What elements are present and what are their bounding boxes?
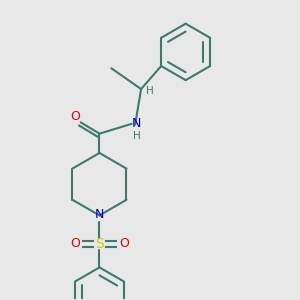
Text: N: N xyxy=(132,117,141,130)
Text: O: O xyxy=(70,110,80,123)
Text: O: O xyxy=(119,237,129,250)
Text: N: N xyxy=(95,208,104,221)
Text: S: S xyxy=(95,237,104,250)
Text: O: O xyxy=(70,237,80,250)
Text: H: H xyxy=(146,85,154,96)
Text: H: H xyxy=(133,131,140,141)
